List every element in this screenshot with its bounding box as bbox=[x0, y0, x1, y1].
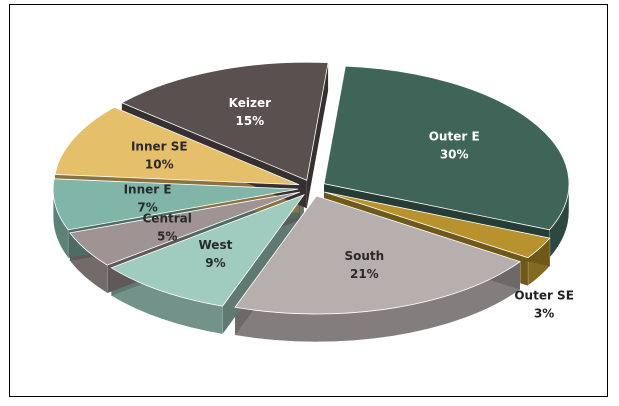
slice bbox=[52, 178, 299, 231]
slice-label: West bbox=[199, 238, 233, 252]
slice bbox=[110, 193, 305, 307]
slice-label: Central bbox=[143, 211, 192, 225]
slice-value-label: 21% bbox=[350, 267, 379, 281]
slice-value-label: 15% bbox=[235, 114, 264, 128]
slice-label: South bbox=[345, 249, 385, 263]
slice bbox=[324, 191, 551, 259]
slice bbox=[120, 61, 329, 181]
slice-value-label: 30% bbox=[440, 147, 469, 161]
slice-label: Keizer bbox=[229, 96, 271, 110]
slice-label: Outer E bbox=[429, 129, 480, 143]
slice-value-label: 9% bbox=[205, 256, 225, 270]
slice bbox=[69, 191, 300, 266]
slice-label: Inner E bbox=[124, 182, 172, 196]
slice bbox=[234, 195, 521, 315]
slice-label: Outer SE bbox=[514, 289, 574, 303]
slice-cut bbox=[306, 62, 329, 209]
slice-value-label: 3% bbox=[534, 307, 554, 321]
slice-label: Inner SE bbox=[131, 140, 188, 154]
slice bbox=[323, 65, 570, 231]
slice bbox=[54, 106, 300, 186]
slice-value-label: 5% bbox=[157, 229, 177, 243]
slice-value-label: 7% bbox=[137, 200, 157, 214]
slice-value-label: 10% bbox=[145, 158, 174, 172]
